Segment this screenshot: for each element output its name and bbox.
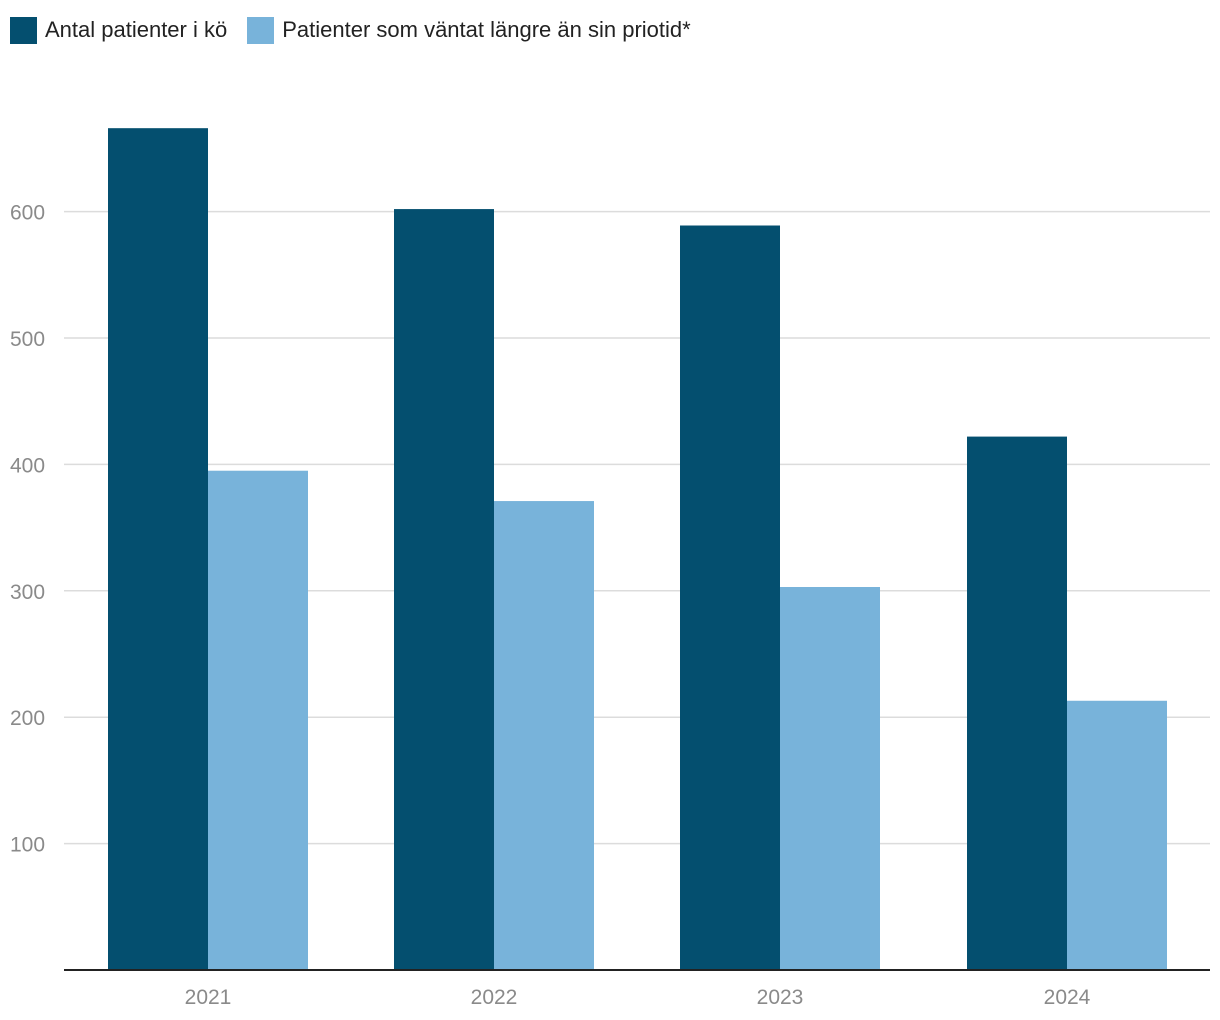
y-tick-label: 300: [10, 581, 45, 604]
y-tick-label: 400: [10, 454, 45, 477]
legend: Antal patienter i kö Patienter som vänta…: [10, 14, 711, 46]
bar-queue-2022: [394, 209, 494, 970]
x-axis-ticks: 2021 2022 2023 2024: [185, 986, 1091, 1009]
legend-item-overdue: Patienter som väntat längre än sin priot…: [247, 16, 691, 44]
bar-queue-2024: [967, 436, 1067, 970]
y-tick-label: 200: [10, 707, 45, 730]
x-tick-label-2023: 2023: [757, 986, 804, 1009]
x-tick-label-2021: 2021: [185, 986, 232, 1009]
y-axis-ticks: 100 200 300 400 500 600: [10, 202, 45, 857]
bar-overdue-2024: [1067, 700, 1167, 970]
legend-item-queue: Antal patienter i kö: [10, 16, 228, 44]
legend-swatch-queue: [10, 16, 37, 44]
bar-overdue-2023: [780, 587, 880, 970]
bar-overdue-2021: [208, 470, 308, 970]
bar-queue-2021: [108, 128, 208, 970]
y-tick-label: 600: [10, 202, 45, 225]
legend-swatch-overdue: [247, 16, 275, 44]
bars: [108, 128, 1167, 970]
x-tick-label-2024: 2024: [1044, 986, 1091, 1009]
y-tick-label: 500: [10, 328, 45, 351]
bar-queue-2023: [680, 225, 780, 970]
legend-label-overdue: Patienter som väntat längre än sin priot…: [282, 17, 691, 42]
y-tick-label: 100: [10, 834, 45, 857]
x-tick-label-2022: 2022: [471, 986, 518, 1009]
bar-overdue-2022: [494, 501, 594, 970]
legend-label-queue: Antal patienter i kö: [45, 17, 228, 42]
